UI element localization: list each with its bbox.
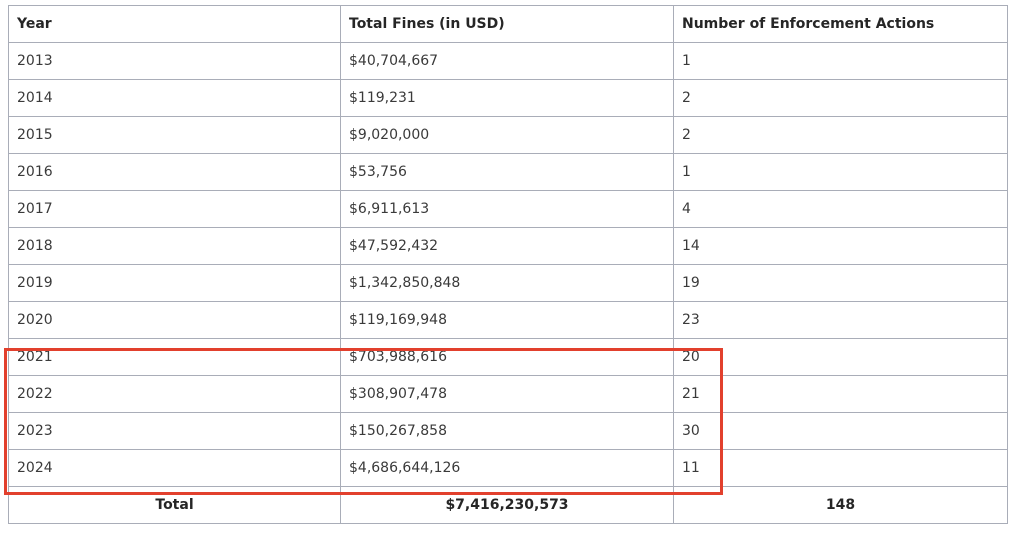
year-cell: 2018 <box>8 227 341 265</box>
table-body: 2013 $40,704,667 1 2014 $119,231 2 2015 … <box>8 42 1008 487</box>
fines-cell: $9,020,000 <box>340 116 674 154</box>
year-cell: 2017 <box>8 190 341 228</box>
table-footer: Total $7,416,230,573 148 <box>8 486 1008 524</box>
fines-cell: $47,592,432 <box>340 227 674 265</box>
total-actions: 148 <box>673 486 1008 524</box>
fines-cell: $40,704,667 <box>340 42 674 80</box>
fines-cell: $308,907,478 <box>340 375 674 413</box>
fines-cell: $1,342,850,848 <box>340 264 674 302</box>
actions-cell: 4 <box>673 190 1008 228</box>
fines-table: Year Total Fines (in USD) Number of Enfo… <box>8 5 1008 524</box>
column-header-total-fines: Total Fines (in USD) <box>340 5 674 43</box>
year-cell: 2019 <box>8 264 341 302</box>
actions-cell: 21 <box>673 375 1008 413</box>
column-header-enforcement-actions: Number of Enforcement Actions <box>673 5 1008 43</box>
year-cell: 2015 <box>8 116 341 154</box>
table-row: 2017 $6,911,613 4 <box>8 190 1008 228</box>
fines-cell: $150,267,858 <box>340 412 674 450</box>
actions-cell: 1 <box>673 42 1008 80</box>
actions-cell: 1 <box>673 153 1008 191</box>
table-row: 2019 $1,342,850,848 19 <box>8 264 1008 302</box>
table-row: 2013 $40,704,667 1 <box>8 42 1008 80</box>
total-fines: $7,416,230,573 <box>340 486 674 524</box>
year-cell: 2020 <box>8 301 341 339</box>
table-header: Year Total Fines (in USD) Number of Enfo… <box>8 5 1008 43</box>
fines-cell: $119,169,948 <box>340 301 674 339</box>
column-header-year: Year <box>8 5 341 43</box>
fines-cell: $53,756 <box>340 153 674 191</box>
total-row: Total $7,416,230,573 148 <box>8 486 1008 524</box>
total-label: Total <box>8 486 341 524</box>
table-row: 2018 $47,592,432 14 <box>8 227 1008 265</box>
year-cell: 2014 <box>8 79 341 117</box>
fines-cell: $6,911,613 <box>340 190 674 228</box>
year-cell: 2021 <box>8 338 341 376</box>
actions-cell: 2 <box>673 116 1008 154</box>
table-row: 2020 $119,169,948 23 <box>8 301 1008 339</box>
actions-cell: 30 <box>673 412 1008 450</box>
actions-cell: 19 <box>673 264 1008 302</box>
table-row: 2014 $119,231 2 <box>8 79 1008 117</box>
actions-cell: 14 <box>673 227 1008 265</box>
table-row: 2016 $53,756 1 <box>8 153 1008 191</box>
year-cell: 2024 <box>8 449 341 487</box>
fines-cell: $119,231 <box>340 79 674 117</box>
actions-cell: 11 <box>673 449 1008 487</box>
table-row: 2022 $308,907,478 21 <box>8 375 1008 413</box>
fines-cell: $4,686,644,126 <box>340 449 674 487</box>
year-cell: 2023 <box>8 412 341 450</box>
table-row: 2015 $9,020,000 2 <box>8 116 1008 154</box>
header-row: Year Total Fines (in USD) Number of Enfo… <box>8 5 1008 43</box>
table-row: 2024 $4,686,644,126 11 <box>8 449 1008 487</box>
actions-cell: 20 <box>673 338 1008 376</box>
actions-cell: 2 <box>673 79 1008 117</box>
actions-cell: 23 <box>673 301 1008 339</box>
table-row: 2023 $150,267,858 30 <box>8 412 1008 450</box>
fines-cell: $703,988,616 <box>340 338 674 376</box>
year-cell: 2016 <box>8 153 341 191</box>
table-row: 2021 $703,988,616 20 <box>8 338 1008 376</box>
year-cell: 2013 <box>8 42 341 80</box>
year-cell: 2022 <box>8 375 341 413</box>
